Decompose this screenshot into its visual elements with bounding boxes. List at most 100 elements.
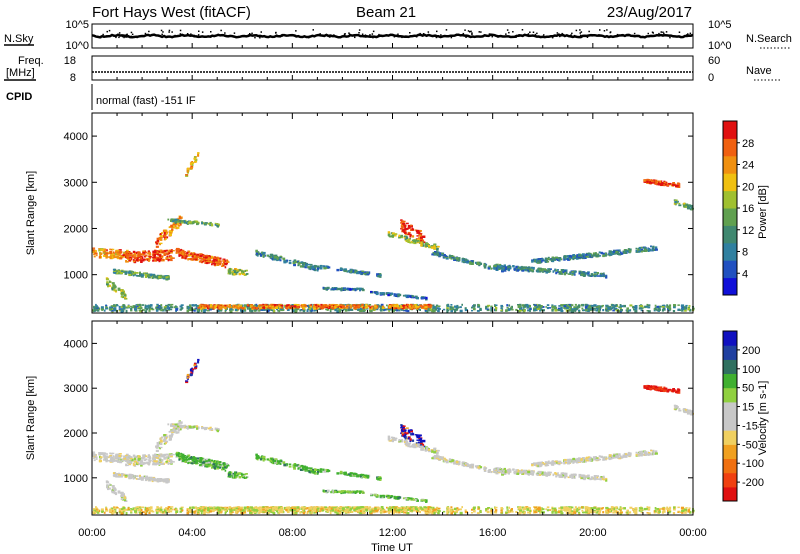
power-cell bbox=[195, 258, 198, 261]
power-cell bbox=[274, 256, 277, 259]
power-cell bbox=[543, 268, 546, 271]
power-cell bbox=[461, 303, 463, 306]
power-cell bbox=[116, 255, 119, 259]
power-cell bbox=[473, 305, 476, 308]
power-cell bbox=[629, 304, 633, 307]
power-cell bbox=[565, 309, 569, 312]
velocity-cell bbox=[128, 463, 131, 465]
power-cell bbox=[527, 267, 531, 270]
nsearch-dot bbox=[678, 31, 681, 33]
power-cell bbox=[420, 297, 424, 299]
power-cell bbox=[432, 304, 435, 307]
power-frame bbox=[91, 112, 694, 314]
power-cell bbox=[643, 179, 646, 182]
power-cell bbox=[138, 305, 141, 309]
power-cell bbox=[109, 284, 111, 287]
power-cell bbox=[194, 160, 198, 163]
power-cell bbox=[232, 272, 235, 275]
power-cell bbox=[666, 306, 669, 308]
power-cell bbox=[420, 306, 424, 308]
power-cell bbox=[611, 304, 614, 306]
power-cell bbox=[241, 271, 245, 274]
power-cell bbox=[301, 305, 305, 308]
nsearch-dot bbox=[358, 29, 361, 31]
power-cell bbox=[677, 304, 680, 306]
power-cell bbox=[410, 294, 413, 298]
colorbar-tick-label: 20 bbox=[742, 181, 754, 193]
power-cell bbox=[379, 305, 382, 308]
power-cell bbox=[137, 275, 141, 277]
power-cell bbox=[503, 264, 506, 267]
power-cell bbox=[165, 236, 169, 239]
power-cell bbox=[149, 276, 153, 278]
power-cell bbox=[420, 307, 424, 309]
power-cell bbox=[158, 254, 162, 256]
power-cell bbox=[421, 244, 425, 247]
power-cell bbox=[300, 304, 302, 306]
nsearch-dot bbox=[555, 35, 558, 37]
nsearch-dot bbox=[186, 33, 189, 35]
power-cell bbox=[406, 239, 410, 242]
power-cell bbox=[522, 268, 525, 270]
velocity-cell bbox=[156, 444, 160, 446]
power-cell bbox=[297, 262, 301, 264]
power-cell bbox=[163, 232, 166, 235]
power-cell bbox=[650, 179, 653, 182]
power-cell bbox=[401, 308, 403, 311]
power-cell bbox=[390, 308, 393, 311]
power-cell bbox=[137, 254, 141, 256]
power-cell bbox=[291, 304, 295, 306]
nsearch-dot bbox=[118, 32, 121, 34]
power-scatter bbox=[92, 152, 695, 313]
power-cell bbox=[205, 262, 209, 265]
power-cell bbox=[167, 250, 170, 253]
power-cell bbox=[210, 306, 213, 309]
power-cell bbox=[302, 266, 306, 268]
power-cell bbox=[241, 307, 245, 310]
power-cell bbox=[433, 246, 437, 250]
power-cell bbox=[363, 309, 366, 312]
power-cell bbox=[374, 307, 377, 310]
power-cell bbox=[612, 309, 615, 312]
power-cell bbox=[294, 308, 297, 311]
power-cell bbox=[159, 275, 162, 277]
velocity-cell bbox=[125, 463, 127, 467]
power-cell bbox=[276, 308, 278, 311]
power-cell bbox=[584, 303, 588, 306]
power-cell bbox=[560, 306, 563, 309]
velocity-cell bbox=[112, 460, 115, 462]
ytick-label: 1000 bbox=[64, 270, 88, 282]
power-cell bbox=[106, 283, 109, 286]
nsearch-dot bbox=[369, 34, 371, 36]
power-cell bbox=[408, 305, 411, 308]
power-cell bbox=[182, 253, 185, 256]
nsearch-dot bbox=[422, 33, 425, 35]
velocity-cell bbox=[109, 454, 112, 458]
nsearch-dot bbox=[393, 36, 396, 38]
power-cell bbox=[678, 202, 681, 205]
power-cell bbox=[539, 258, 543, 260]
power-cell bbox=[663, 184, 666, 187]
power-cell bbox=[93, 307, 97, 310]
power-cell bbox=[103, 251, 107, 254]
power-cell bbox=[140, 260, 143, 263]
power-cell bbox=[640, 250, 643, 253]
velocity-cell bbox=[98, 452, 101, 454]
power-cell bbox=[147, 304, 150, 307]
power-cell bbox=[235, 270, 238, 272]
power-cell bbox=[439, 253, 441, 256]
power-cell bbox=[411, 228, 414, 231]
nsearch-dot bbox=[198, 30, 200, 32]
power-cell bbox=[628, 309, 631, 312]
power-cell bbox=[314, 266, 316, 270]
power-cell bbox=[262, 252, 266, 255]
power-cell bbox=[95, 305, 98, 308]
velocity-cell bbox=[143, 459, 147, 462]
velocity-cell bbox=[142, 462, 146, 464]
velocity-cell bbox=[98, 453, 101, 456]
power-cell bbox=[420, 240, 423, 243]
power-cell bbox=[658, 183, 661, 186]
power-cell bbox=[541, 269, 544, 272]
power-cell bbox=[422, 239, 425, 242]
